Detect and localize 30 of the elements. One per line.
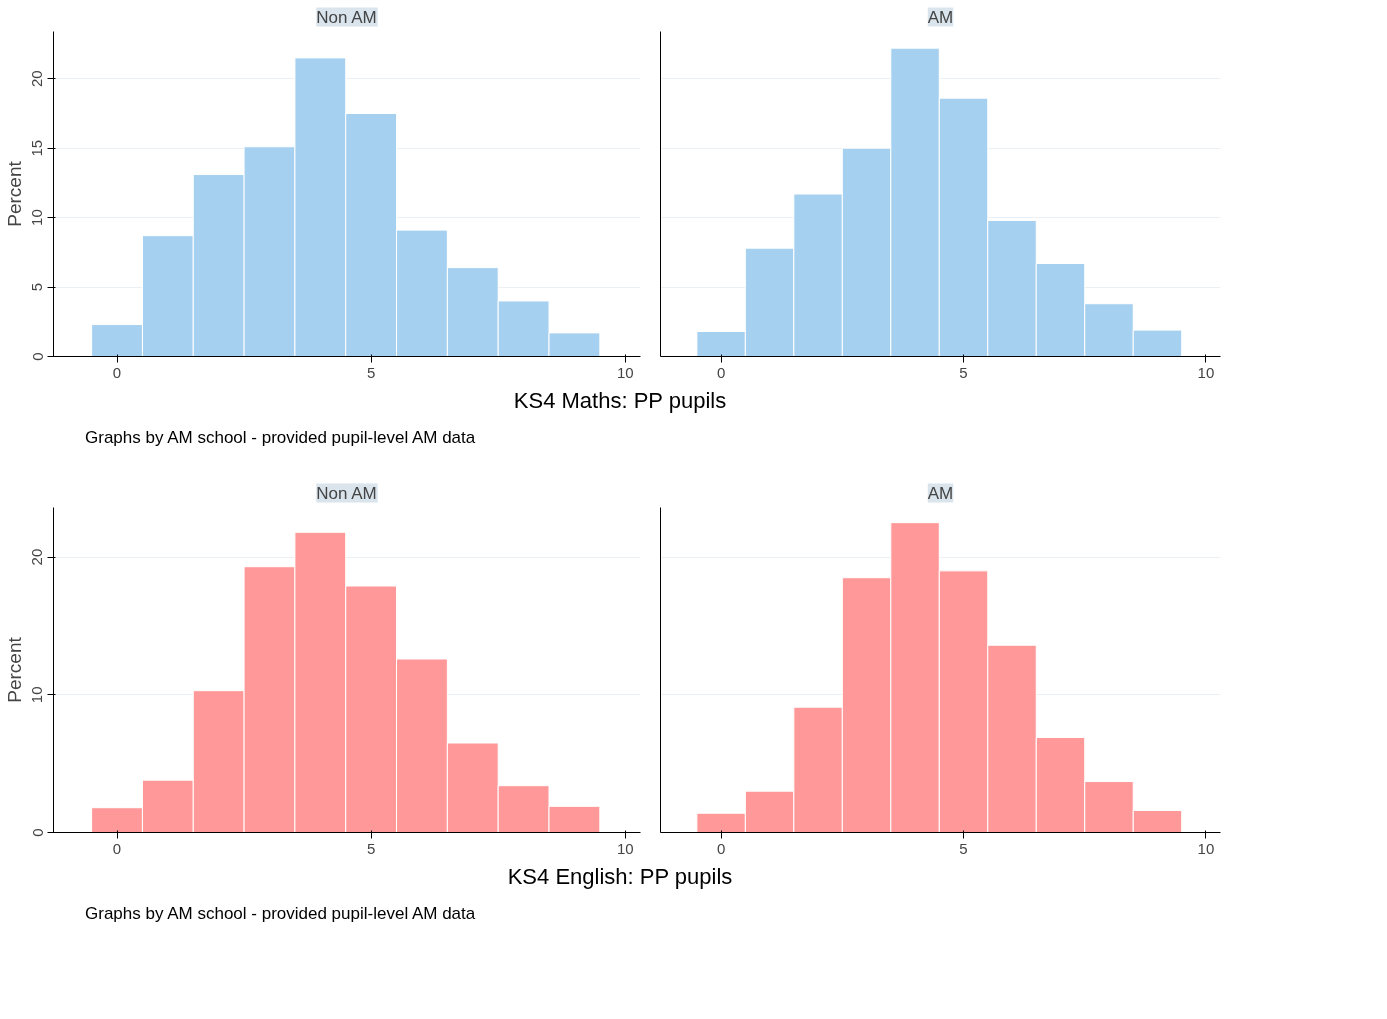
y-tick-label: 5 — [28, 282, 46, 292]
text: Graphs by AM school - provided pupil-level AM data — [85, 903, 476, 926]
chart-title: AM — [927, 7, 954, 27]
y-axis-title: Percent — [3, 160, 25, 227]
x-tick-label: 10 — [1197, 839, 1215, 857]
y-tick-label: 10 — [28, 209, 46, 226]
y-tick-label: 15 — [28, 139, 46, 157]
x-tick-label: 0 — [716, 363, 726, 381]
x-tick-label: 10 — [616, 363, 634, 381]
x-tick-label: 0 — [112, 839, 122, 857]
x-tick-label: 0 — [716, 839, 726, 857]
chart-title: Non AM — [316, 483, 377, 503]
chart-title: AM — [927, 483, 954, 503]
x-tick-label: 5 — [959, 839, 968, 857]
y-tick-label: 0 — [28, 352, 46, 361]
x-tick-label: 5 — [366, 839, 376, 857]
y-axis-title: Percent — [3, 636, 25, 703]
y-tick-label: 10 — [28, 686, 46, 703]
x-tick-label: 10 — [616, 839, 634, 857]
y-tick-label: 20 — [28, 548, 46, 566]
x-tick-label: 0 — [112, 363, 122, 381]
x-tick-label: 10 — [1197, 363, 1215, 381]
y-tick-label: 0 — [28, 828, 46, 837]
text: Graphs by AM school - provided pupil-level AM data — [85, 427, 476, 450]
x-axis-title: KS4 English: PP pupils — [507, 862, 733, 891]
x-axis-title: KS4 Maths: PP pupils — [513, 387, 727, 415]
x-tick-label: 5 — [366, 363, 376, 381]
chart-title: Non AM — [316, 7, 377, 27]
y-tick-label: 20 — [28, 70, 46, 88]
x-tick-label: 5 — [959, 363, 968, 381]
